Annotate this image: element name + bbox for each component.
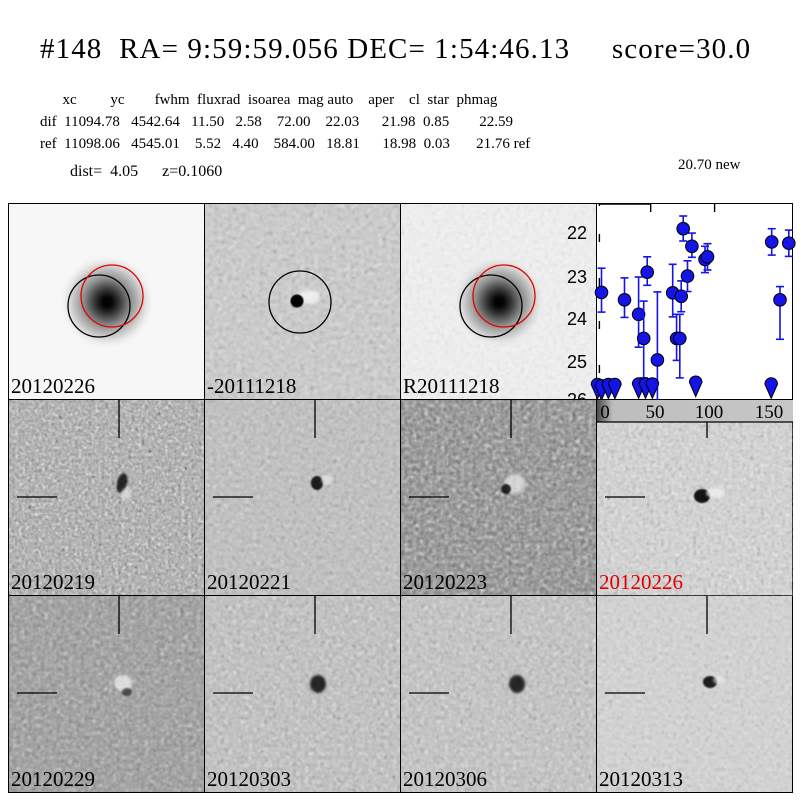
svg-text:50: 50: [646, 402, 665, 423]
svg-text:23: 23: [567, 267, 587, 287]
svg-text:100: 100: [695, 402, 724, 423]
svg-text:0: 0: [600, 402, 610, 423]
svg-text:25: 25: [567, 352, 587, 372]
svg-text:150: 150: [755, 402, 784, 423]
svg-text:22: 22: [567, 223, 587, 243]
svg-text:24: 24: [567, 309, 587, 329]
